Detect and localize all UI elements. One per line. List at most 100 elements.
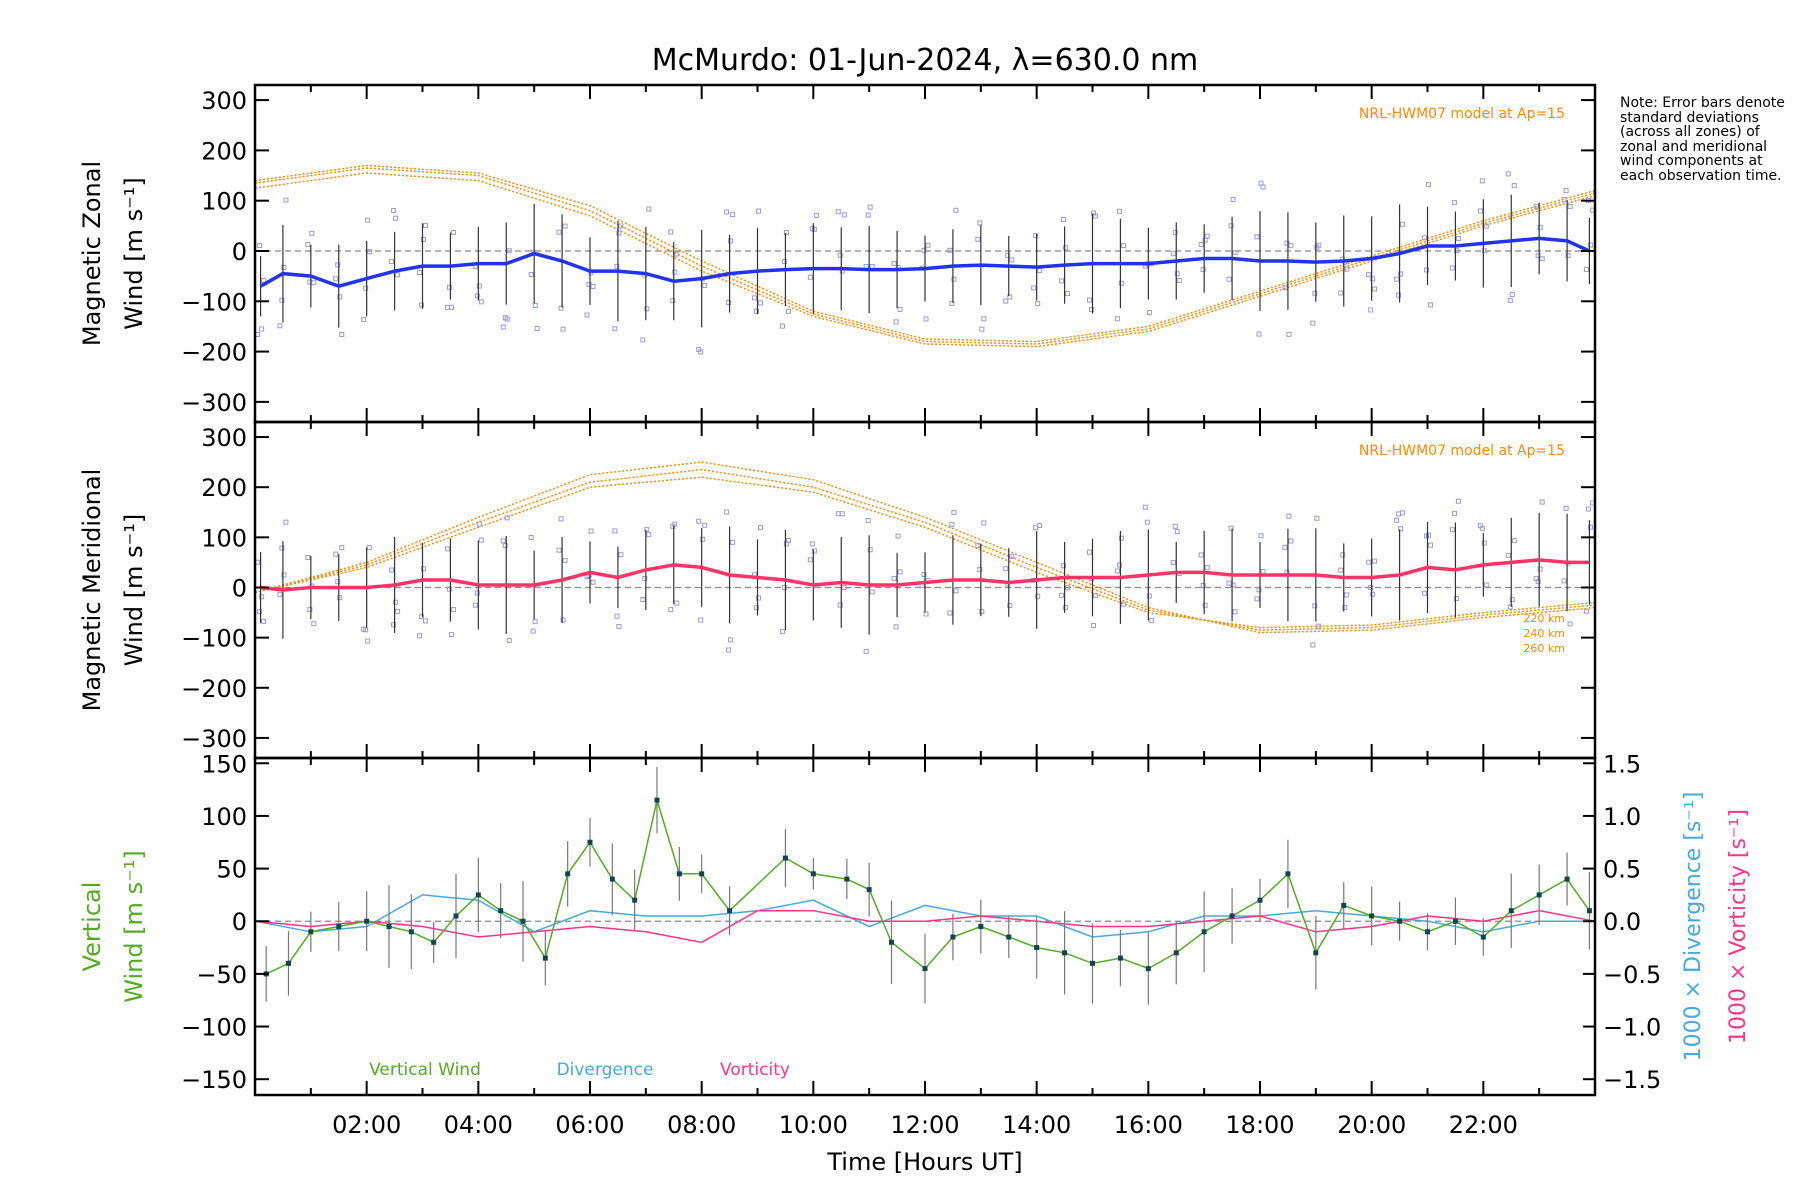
data-point-vertical [1313,950,1319,956]
scatter-point-zonal [1533,203,1539,209]
y-axis-label-meridional-line2: Wind [m s⁻¹] [120,514,148,666]
scatter-point-zonal [756,208,761,214]
scatter-point-meridional [391,622,397,628]
scatter-point-zonal [1116,208,1122,214]
scatter-point-meridional [257,609,263,615]
right-tick-label: 0.0 [1603,908,1641,936]
scatter-point-meridional [478,537,484,543]
scatter-point-meridional [1202,602,1208,608]
scatter-point-zonal [1146,310,1152,316]
scatter-point-meridional [530,628,536,634]
scatter-point-zonal [754,308,759,314]
scatter-point-zonal [1176,277,1182,283]
scatter-point-zonal [337,294,343,300]
scatter-point-zonal [1477,208,1483,214]
scatter-point-meridional [891,575,897,581]
scatter-point-meridional [1118,535,1124,541]
model-curve-meridional-1 [254,468,1596,631]
scatter-point-zonal [257,242,263,248]
scatter-point-zonal [1286,331,1292,337]
scatter-point-meridional [1035,593,1041,599]
scatter-point-zonal [670,298,676,304]
scatter-point-meridional [1007,603,1013,609]
scatter-point-zonal [448,304,454,310]
scatter-point-meridional [869,589,875,595]
scatter-point-zonal [562,223,568,229]
scatter-point-meridional [279,545,285,551]
scatter-point-meridional [393,599,399,605]
scatter-point-zonal [949,301,955,307]
scatter-point-zonal [1226,276,1232,282]
scatter-point-meridional [1370,591,1376,597]
scatter-point-meridional [558,516,564,522]
y-tick-label-zonal: 0 [232,238,247,266]
right-axis-label-vorticity: 1000 × Vorticity [s⁻¹] [1726,809,1751,1044]
data-point-vertical [453,913,459,919]
scatter-point-meridional [809,541,815,547]
scatter-point-zonal [1539,256,1545,262]
scatter-point-meridional [1449,527,1455,533]
scatter-point-meridional [1288,538,1294,544]
scatter-point-zonal [1583,266,1589,272]
data-point-vertical [1397,918,1403,924]
scatter-point-meridional [1537,566,1543,572]
data-point-vertical [654,797,660,803]
scatter-point-zonal [1505,171,1511,177]
scatter-point-meridional [363,627,369,633]
scatter-point-zonal [478,299,484,305]
scatter-point-zonal [1535,253,1541,259]
scatter-point-zonal [781,259,787,265]
scatter-point-meridional [953,588,959,594]
scatter-point-zonal [837,252,843,258]
scatter-point-zonal [867,204,873,210]
scatter-point-meridional [395,608,401,614]
scatter-point-zonal [1400,221,1406,227]
scatter-point-zonal [450,230,456,236]
scatter-point-meridional [1372,558,1378,564]
scatter-point-meridional [1146,593,1152,599]
scatter-point-zonal [1398,271,1404,277]
scatter-point-meridional [1539,499,1545,505]
x-axis-label: Time [Hours UT] [826,1148,1022,1176]
scatter-point-zonal [558,305,564,311]
y-tick-label-meridional: 100 [201,524,247,552]
scatter-point-meridional [1587,524,1593,530]
chart-title: McMurdo: 01-Jun-2024, λ=630.0 nm [652,43,1198,78]
scatter-point-meridional [339,545,345,551]
scatter-point-zonal [1561,196,1567,202]
data-point-vertical [520,918,526,924]
scatter-point-zonal [1338,290,1344,296]
right-tick-label: −1.0 [1603,1014,1661,1042]
scatter-point-zonal [612,326,618,332]
scatter-point-zonal [1063,245,1069,251]
scatter-point-meridional [1400,510,1406,516]
scatter-point-meridional [921,571,927,577]
scatter-point-meridional [1254,596,1260,602]
scatter-point-zonal [1424,267,1429,273]
scatter-point-meridional [642,576,648,582]
scatter-point-zonal [444,304,450,310]
scatter-point-zonal [281,264,287,270]
model-alt-label: 240 km [1523,627,1565,640]
scatter-point-zonal [389,259,395,265]
scatter-point-meridional [1481,540,1487,546]
scatter-point-zonal [1003,298,1009,304]
data-point-vertical [727,908,733,914]
scatter-point-zonal [614,263,620,269]
scatter-point-zonal [640,337,646,343]
y-tick-label-vertical: 150 [201,750,247,778]
scatter-point-zonal [393,215,399,221]
scatter-point-zonal [841,212,847,218]
model-alt-label: 260 km [1523,642,1565,655]
scatter-point-zonal [506,248,512,254]
scatter-point-zonal [783,230,789,236]
scatter-point-meridional [1426,532,1431,538]
data-point-vertical [1564,876,1570,882]
scatter-point-zonal [897,306,903,312]
scatter-point-meridional [560,617,566,623]
scatter-point-meridional [1226,580,1232,586]
scatter-point-meridional [981,520,987,526]
scatter-point-zonal [616,230,622,236]
scatter-point-zonal [1228,223,1234,229]
scatter-point-meridional [389,567,395,573]
